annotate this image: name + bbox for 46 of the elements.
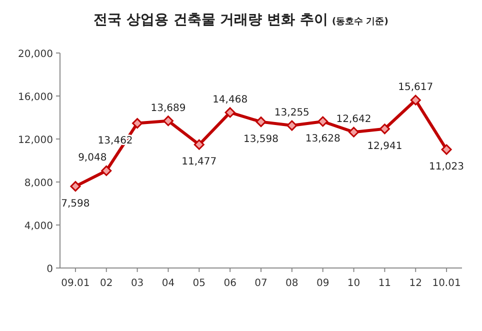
y-tick-label: 4,000 [24, 221, 53, 232]
y-tick-label: 16,000 [18, 92, 53, 103]
x-tick-label: 11 [378, 278, 392, 289]
point [379, 124, 390, 134]
point [132, 118, 143, 129]
point [410, 94, 421, 106]
x-tick-label: 07 [254, 278, 268, 289]
point [441, 144, 452, 155]
chart-title: 전국 상업용 건축물 거래량 변화 추이 [94, 12, 328, 28]
data-label: 13,628 [305, 134, 340, 144]
point [348, 126, 360, 138]
data-label: 12,941 [367, 140, 402, 152]
x-tick-label: 04 [162, 278, 175, 289]
data-label: 11,477 [182, 156, 217, 168]
x-tick-label: 09.01 [61, 278, 90, 289]
x-tick-label: 10.01 [432, 278, 461, 289]
data-label: 13,689 [150, 102, 186, 114]
point [101, 165, 112, 176]
data-label: 9,048 [78, 152, 107, 164]
x-tick-label: 03 [130, 278, 144, 289]
chart-subtitle: (동호수 기준) [332, 17, 388, 27]
x-tick-label: 08 [286, 278, 298, 289]
point [70, 181, 81, 192]
y-tick-label: 0 [46, 264, 53, 275]
point [162, 116, 174, 126]
point [286, 120, 298, 131]
point [224, 107, 236, 118]
data-label: 7,598 [61, 198, 90, 210]
x-tick-label: 06 [224, 278, 236, 289]
x-tick-label: 05 [192, 278, 206, 289]
data-label: 14,468 [212, 94, 248, 106]
x-tick-label: 10 [347, 278, 360, 289]
point [318, 116, 328, 127]
y-tick-label: 20,000 [18, 49, 53, 60]
point [194, 139, 204, 150]
y-tick-label: 12,000 [18, 135, 53, 146]
x-tick-label: 02 [100, 278, 113, 289]
point [256, 116, 266, 128]
data-label: 11,023 [429, 162, 464, 173]
data-label: 15,617 [398, 82, 434, 94]
x-tick-label: 09 [316, 278, 330, 289]
x-tick-label: 12 [409, 278, 422, 289]
data-label: 12,642 [336, 114, 372, 126]
data-label: 13,255 [274, 108, 310, 119]
data-label: 13,598 [244, 134, 278, 145]
y-tick-label: 8,000 [24, 178, 53, 189]
